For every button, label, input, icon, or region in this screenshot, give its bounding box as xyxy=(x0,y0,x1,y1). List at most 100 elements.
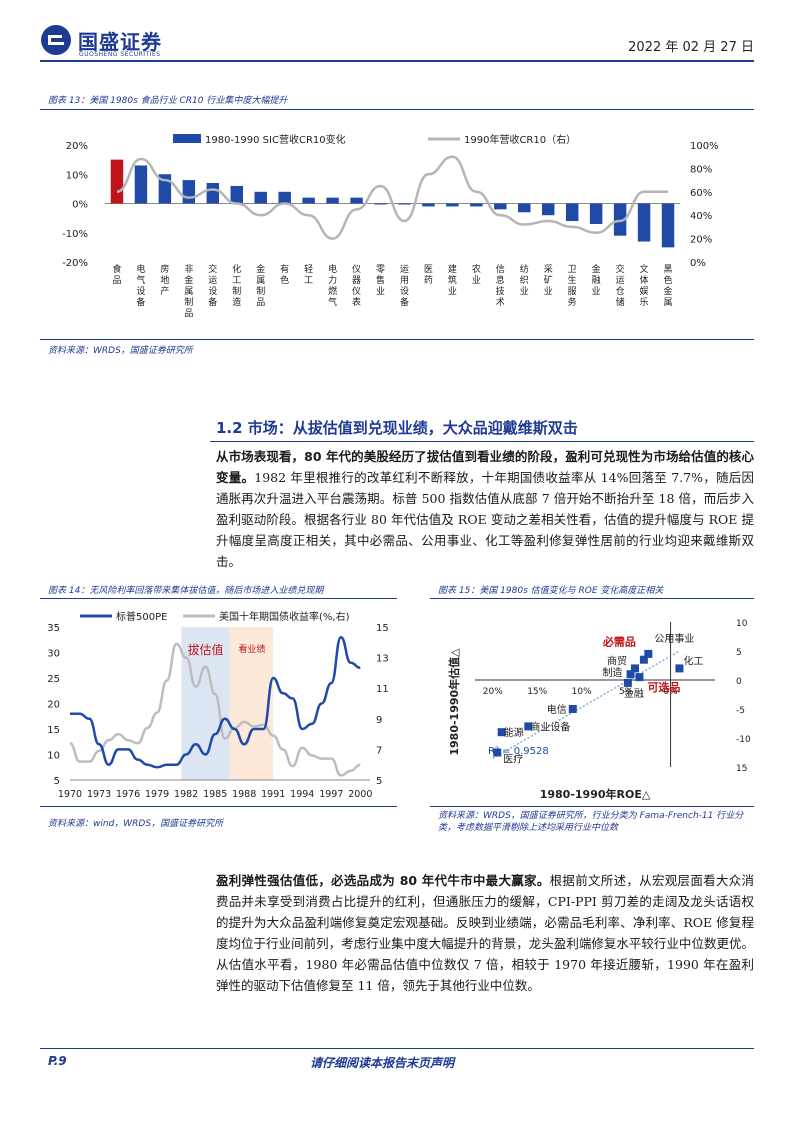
annotation-earnings: 看业绩 xyxy=(238,643,265,655)
yield-line xyxy=(69,642,361,777)
bar xyxy=(637,203,651,242)
bar xyxy=(254,191,267,204)
category-label: 电气设备 xyxy=(136,263,145,308)
x-tick-label: 15% xyxy=(527,687,547,697)
page-number: P.9 xyxy=(48,1054,67,1068)
cr10-line xyxy=(116,155,669,240)
fig14-title: 图表 14：无风险利率回落带来集体拔估值，随后市场进入业绩兑现期 xyxy=(48,586,324,596)
bar xyxy=(374,203,387,205)
point-label: 可选品 xyxy=(647,680,680,694)
bar xyxy=(278,191,291,204)
x-tick-label: 1976 xyxy=(116,789,140,800)
category-label: 化工制造 xyxy=(232,263,241,308)
fig13-source: 资料来源：WRDS，国盛证券研究所 xyxy=(48,346,193,356)
y-tick-label: 10% xyxy=(66,170,88,181)
y-tick-label: 10 xyxy=(736,619,748,629)
section-paragraph: 从市场表现看，80 年代的美股经历了拔估值到看业绩的阶段，盈利可兑现性为市场给估… xyxy=(216,446,754,572)
x-tick-label: 20% xyxy=(483,687,503,697)
x-tick-label: 1982 xyxy=(174,789,198,800)
y-tick-label: -10% xyxy=(62,229,88,240)
bar xyxy=(470,203,483,207)
conclusion-paragraph-body: 根据前文所述，从宏观层面看大众消费品并未享受到消费占比提升的红利，但通胀压力的缓… xyxy=(216,873,754,993)
category-label: 有色 xyxy=(280,263,289,286)
y-tick-label: 15 xyxy=(736,764,747,774)
y-tick-label: 25 xyxy=(47,674,60,685)
y2-tick-label: 20% xyxy=(690,235,712,246)
bar xyxy=(182,180,196,204)
bar xyxy=(302,197,315,204)
annotation-valuation: 拔估值 xyxy=(187,642,223,657)
point-label: 金融 xyxy=(624,687,644,700)
legend-label-pe: 标普500PE xyxy=(116,610,167,623)
point-label: 公用事业 xyxy=(654,632,694,645)
fig14-chart: 拔估值 看业绩 标普500PE 美国十年期国债收益率(%,右) 35 30 25 20 15 10… xyxy=(47,610,389,800)
legend-label-line: 1990年营收CR10（右） xyxy=(464,133,576,146)
category-label: 食品 xyxy=(112,263,121,286)
category-label: 房地产 xyxy=(160,263,169,297)
scatter-point xyxy=(497,728,506,737)
y2-tick-label: 100% xyxy=(690,141,719,152)
x-tick-label: 1973 xyxy=(87,789,111,800)
x-tick-label: 5% xyxy=(619,687,634,697)
section-rule xyxy=(210,441,754,442)
bar xyxy=(134,165,148,204)
bar xyxy=(398,203,411,205)
y-tick-label: 20% xyxy=(66,141,88,152)
fig15-source: 资料来源：WRDS，国盛证券研究所，行业分类为 Fama-French-11 行… xyxy=(438,811,744,833)
y2-tick-label: 0% xyxy=(690,258,706,269)
x-tick-label: 1994 xyxy=(290,789,314,800)
scatter-point xyxy=(623,678,632,687)
bar xyxy=(494,203,507,210)
bar xyxy=(518,203,531,213)
point-label: 商贸 xyxy=(607,654,627,667)
y2-tick-label: 13 xyxy=(376,654,389,665)
conclusion-paragraph: 盈利弹性强估值低，必选品成为 80 年代牛市中最大赢家。根据前文所述，从宏观层面… xyxy=(216,870,754,996)
legend-label-bar: 1980-1990 SIC营收CR10变化 xyxy=(205,133,346,146)
point-label: 制造 xyxy=(603,666,623,679)
category-label: 轻工 xyxy=(304,263,313,286)
y-tick-label: 5 xyxy=(54,776,60,787)
y-tick-label: 0% xyxy=(72,200,88,211)
category-label: 电力燃气 xyxy=(328,263,337,308)
fig15-bottom-rule xyxy=(430,806,754,807)
fig13-title: 图表 13：美国 1980s 食品行业 CR10 行业集中度大幅提升 xyxy=(48,96,288,106)
y2-tick-label: 11 xyxy=(376,684,389,695)
category-label: 文体娱乐 xyxy=(640,263,649,308)
category-label: 仪器仪表 xyxy=(352,264,361,308)
scatter-point xyxy=(639,655,648,664)
y2-tick-label: 7 xyxy=(376,745,382,756)
scatter-point xyxy=(675,664,684,673)
fig14-bottom-rule xyxy=(40,806,397,807)
y-tick-label: -10 xyxy=(736,735,751,745)
x-axis-title: 1980-1990年ROE△ xyxy=(540,787,651,801)
fig13-chart: 1980-1990 SIC营收CR10变化 1990年营收CR10（右） 20% 10… xyxy=(62,133,719,319)
fig15-title: 图表 15：美国 1980s 估值变化与 ROE 变化高度正相关 xyxy=(438,586,664,596)
x-tick-label: 1979 xyxy=(145,789,169,800)
x-tick-label: 1985 xyxy=(203,789,227,800)
x-tick-label: 1970 xyxy=(58,789,82,800)
fig15-top-rule xyxy=(430,598,754,599)
y-tick-label: 0 xyxy=(736,677,742,687)
y2-tick-label: 40% xyxy=(690,211,712,222)
logo-icon xyxy=(41,25,71,55)
y-tick-label: 10 xyxy=(47,751,60,762)
band-earnings xyxy=(229,627,274,780)
category-label: 运用设备 xyxy=(400,264,409,308)
category-label: 采矿业 xyxy=(544,264,553,297)
section-paragraph-lead: 从市场表现看，80 年代的美股经历了拔估值到看业绩的阶段，盈利可兑现性为市场给估… xyxy=(216,449,754,485)
y-tick-label: 30 xyxy=(47,649,60,660)
header-rule xyxy=(40,60,754,62)
x-tick-label: 1991 xyxy=(261,789,285,800)
point-label: 电信 xyxy=(547,703,567,716)
y-tick-label: 20 xyxy=(47,700,60,711)
scatter-point xyxy=(524,722,533,731)
conclusion-paragraph-lead: 盈利弹性强估值低，必选品成为 80 年代牛市中最大赢家。 xyxy=(216,873,550,888)
y2-tick-label: 80% xyxy=(690,164,712,175)
point-label: 医疗 xyxy=(503,753,523,766)
bar xyxy=(206,183,220,204)
bar xyxy=(661,203,675,248)
bar xyxy=(446,203,459,207)
category-label: 信息技术 xyxy=(496,263,505,308)
section-title: 1.2 市场：从拔估值到兑现业绩，大众品迎戴维斯双击 xyxy=(216,419,578,437)
